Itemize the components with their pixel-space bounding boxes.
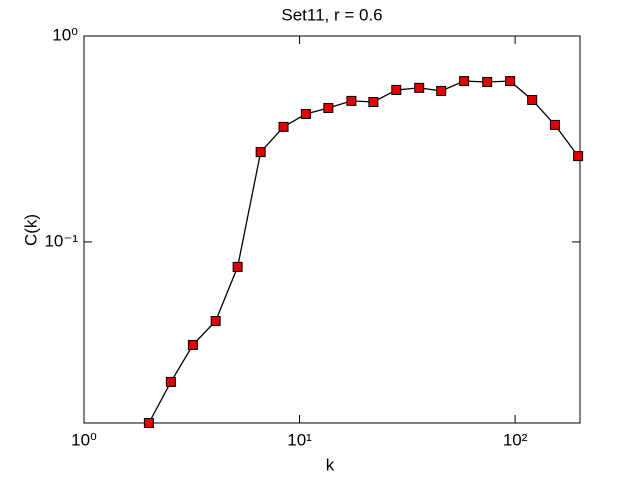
data-point bbox=[323, 103, 334, 114]
data-point bbox=[346, 95, 357, 106]
data-point bbox=[143, 418, 154, 428]
data-point bbox=[505, 76, 516, 87]
data-point bbox=[368, 97, 379, 108]
data-point bbox=[210, 315, 221, 326]
data-point bbox=[549, 119, 560, 130]
plot-frame bbox=[83, 35, 581, 424]
x-tick-label: 10⁰ bbox=[71, 430, 97, 449]
x-tick-label: 10² bbox=[503, 430, 528, 449]
data-point bbox=[573, 151, 584, 162]
data-point bbox=[255, 147, 266, 158]
data-point bbox=[436, 85, 447, 96]
y-axis-label: C(k) bbox=[21, 214, 40, 246]
y-tick-label: 10⁰ bbox=[52, 25, 78, 44]
data-point bbox=[391, 84, 402, 95]
data-point bbox=[459, 76, 470, 87]
data-point bbox=[187, 339, 198, 350]
data-point bbox=[300, 109, 311, 120]
x-tick-label: 10¹ bbox=[287, 430, 312, 449]
y-tick-label: 10⁻¹ bbox=[44, 231, 78, 250]
data-point bbox=[482, 76, 493, 87]
data-point bbox=[232, 261, 243, 272]
data-point bbox=[527, 94, 538, 105]
data-point bbox=[278, 121, 289, 132]
data-point bbox=[414, 82, 425, 93]
chart-title: Set11, r = 0.6 bbox=[281, 5, 382, 24]
x-axis-label: k bbox=[326, 455, 335, 474]
data-point bbox=[165, 376, 176, 387]
